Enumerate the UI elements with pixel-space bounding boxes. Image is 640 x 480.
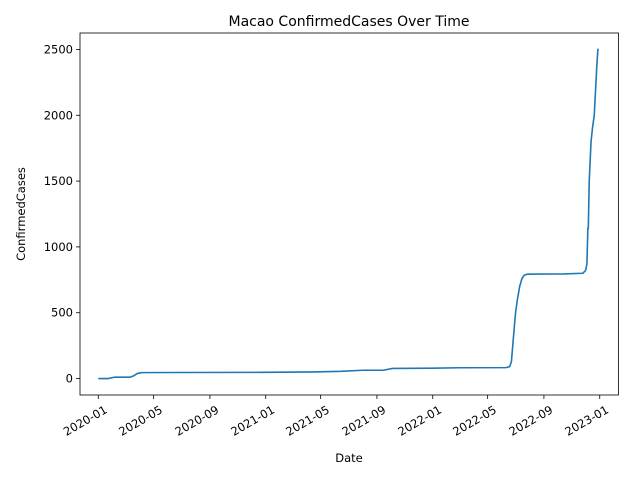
line-layer (98, 48, 599, 380)
x-tick-label-8: 2022-09 (507, 403, 556, 439)
x-tick-label-3: 2021-01 (228, 403, 277, 439)
y-axis-ticks: 0 500 1000 1500 2000 2500 (44, 42, 80, 386)
y-tick-label-4: 2000 (44, 108, 73, 122)
x-tick-label-7: 2022-05 (450, 403, 499, 439)
x-axis-ticks: 2020-01 2020-05 2020-09 2021-01 2021-05 2021-… (61, 395, 611, 439)
y-tick-label-5: 2500 (44, 42, 73, 56)
x-tick-label-9: 2023-01 (562, 403, 611, 439)
x-tick-label-4: 2021-05 (283, 403, 332, 439)
x-tick-label-1: 2020-05 (116, 403, 165, 439)
y-tick-label-2: 1000 (44, 240, 73, 254)
chart-title: Macao ConfirmedCases Over Time (228, 14, 469, 30)
y-tick-label-1: 500 (51, 306, 73, 320)
x-axis-label: Date (335, 451, 363, 465)
x-tick-label-5: 2021-09 (340, 403, 389, 439)
x-tick-label-6: 2022-01 (395, 403, 444, 439)
plot-area (79, 32, 619, 396)
x-tick-label-0: 2020-01 (61, 403, 110, 439)
y-tick-label-3: 1500 (44, 174, 73, 188)
series-line-0 (98, 48, 599, 380)
x-tick-label-2: 2020-09 (173, 403, 222, 439)
y-tick-label-0: 0 (66, 372, 73, 386)
axes-frame (79, 32, 619, 396)
y-axis-label: ConfirmedCases (14, 167, 28, 261)
